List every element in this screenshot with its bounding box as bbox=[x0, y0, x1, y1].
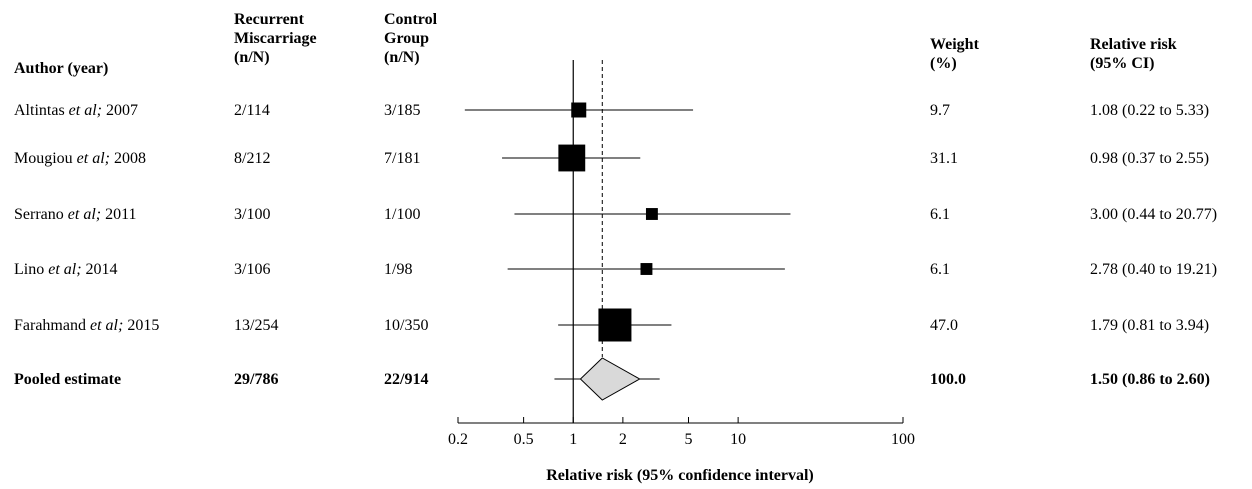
author-year: 2014 bbox=[85, 261, 118, 278]
ctrl-cell: 10/350 bbox=[384, 317, 429, 334]
weight-cell: 31.1 bbox=[930, 150, 958, 167]
ctrl-cell: 3/185 bbox=[384, 102, 421, 119]
header-author: Author (year) bbox=[14, 60, 109, 77]
weight-cell: 47.0 bbox=[930, 317, 958, 334]
author-name: Farahmand bbox=[14, 317, 86, 334]
rm-cell: 3/106 bbox=[234, 261, 271, 278]
author-cell: Serrano et al; 2011 bbox=[14, 205, 137, 224]
author-cell: Altintas et al; 2007 bbox=[14, 101, 138, 120]
author-cell: Mougiou et al; 2008 bbox=[14, 149, 146, 168]
header-recurrent-miscarriage: Recurrent Miscarriage (n/N) bbox=[234, 11, 317, 66]
x-axis-label: Relative risk (95% confidence interval) bbox=[546, 467, 814, 484]
author-cell: Lino et al; 2014 bbox=[14, 260, 118, 279]
ctrl-cell: 7/181 bbox=[384, 150, 421, 167]
x-tick-label: 5 bbox=[684, 431, 692, 448]
rm-cell: 8/212 bbox=[234, 150, 271, 167]
study-box bbox=[640, 263, 653, 275]
rm-cell: 13/254 bbox=[234, 317, 279, 334]
study-box bbox=[645, 208, 658, 220]
author-year: 2011 bbox=[105, 206, 137, 223]
rm-cell: 3/100 bbox=[234, 206, 271, 223]
author-etal: et al; bbox=[76, 150, 110, 167]
pooled-rm: 29/786 bbox=[234, 371, 279, 388]
pooled-rr: 1.50 (0.86 to 2.60) bbox=[1090, 371, 1210, 388]
author-year: 2008 bbox=[114, 150, 146, 167]
x-tick-label: 1 bbox=[569, 431, 577, 448]
rr-cell: 0.98 (0.37 to 2.55) bbox=[1090, 150, 1210, 167]
pooled-label: Pooled estimate bbox=[14, 371, 122, 388]
author-name: Lino bbox=[14, 261, 45, 278]
rr-cell: 2.78 (0.40 to 19.21) bbox=[1090, 261, 1218, 278]
x-tick-label: 0.2 bbox=[448, 431, 468, 448]
pooled-diamond bbox=[579, 357, 641, 401]
ctrl-cell: 1/98 bbox=[384, 261, 413, 278]
header-weight: Weight (%) bbox=[930, 36, 979, 72]
header-relative-risk: Relative risk (95% CI) bbox=[1090, 36, 1177, 72]
author-name: Mougiou bbox=[14, 150, 73, 167]
rr-cell: 1.79 (0.81 to 3.94) bbox=[1090, 317, 1210, 334]
weight-cell: 6.1 bbox=[930, 206, 950, 223]
study-box bbox=[558, 144, 586, 172]
rr-cell: 3.00 (0.44 to 20.77) bbox=[1090, 206, 1218, 223]
author-etal: et al; bbox=[68, 102, 102, 119]
x-tick-label: 2 bbox=[619, 431, 627, 448]
author-cell: Farahmand et al; 2015 bbox=[14, 316, 159, 335]
rm-cell: 2/114 bbox=[234, 102, 270, 119]
header-control-group: Control Group (n/N) bbox=[384, 11, 438, 66]
pooled-weight: 100.0 bbox=[930, 371, 966, 388]
pooled-ctrl: 22/914 bbox=[384, 371, 429, 388]
weight-cell: 6.1 bbox=[930, 261, 950, 278]
author-year: 2015 bbox=[127, 317, 160, 334]
study-box bbox=[571, 102, 587, 118]
ctrl-cell: 1/100 bbox=[384, 206, 421, 223]
x-tick-label: 10 bbox=[730, 431, 746, 448]
author-etal: et al; bbox=[48, 261, 82, 278]
weight-cell: 9.7 bbox=[930, 102, 950, 119]
author-etal: et al; bbox=[67, 206, 102, 223]
author-year: 2007 bbox=[106, 102, 138, 119]
author-name: Altintas bbox=[14, 102, 65, 119]
x-tick-label: 0.5 bbox=[514, 431, 534, 448]
rr-cell: 1.08 (0.22 to 5.33) bbox=[1090, 102, 1210, 119]
study-box bbox=[598, 308, 632, 342]
author-name: Serrano bbox=[14, 206, 64, 223]
author-etal: et al; bbox=[89, 317, 124, 334]
x-tick-label: 100 bbox=[891, 431, 915, 448]
